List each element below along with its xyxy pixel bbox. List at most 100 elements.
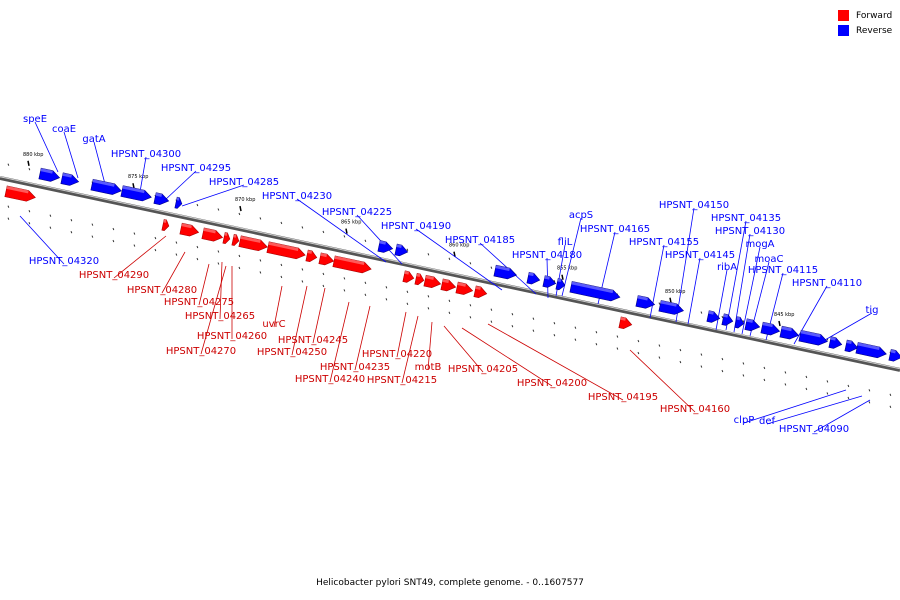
reverse-gene-arrow[interactable]	[377, 240, 394, 254]
reverse-gene-arrow[interactable]	[844, 339, 859, 353]
ruler-tick	[574, 338, 577, 341]
forward-gene-arrow[interactable]	[318, 252, 335, 267]
ruler-tick	[364, 293, 367, 297]
forward-gene-arrow[interactable]	[201, 227, 224, 243]
ruler-tick	[637, 351, 640, 355]
gene-label-hpsnt-04205: HPSNT_04205	[448, 364, 518, 375]
ruler-tick	[448, 311, 451, 314]
ruler-tick	[490, 320, 493, 323]
leader-line	[93, 141, 106, 185]
leader-line	[561, 217, 582, 297]
forward-gene-arrow[interactable]	[266, 241, 306, 261]
ruler-tick	[847, 384, 850, 388]
forward-gene-arrow[interactable]	[332, 255, 372, 275]
reverse-gene-arrow[interactable]	[828, 336, 843, 350]
ruler-tick	[826, 392, 829, 395]
leader-line	[63, 131, 79, 179]
forward-gene-arrow[interactable]	[618, 316, 633, 330]
forward-gene-arrow[interactable]	[455, 281, 474, 296]
leader-line	[296, 198, 387, 263]
forward-gene-arrow[interactable]	[4, 185, 37, 203]
ruler-tick	[595, 330, 598, 334]
ruler-tick	[553, 321, 556, 325]
leader-line	[687, 257, 701, 325]
forward-gene-arrow[interactable]	[238, 235, 269, 253]
gene-label-def: def	[759, 416, 776, 427]
reverse-gene-arrow[interactable]	[779, 325, 800, 341]
leader-line	[139, 156, 147, 193]
reverse-gene-arrow[interactable]	[153, 192, 170, 207]
reverse-gene-arrow[interactable]	[635, 295, 656, 310]
ruler-tick	[133, 244, 136, 247]
reverse-gene-arrow[interactable]	[394, 243, 409, 257]
ruler-tick	[532, 317, 535, 320]
reverse-gene-arrow[interactable]	[888, 349, 900, 362]
leader-line	[461, 327, 553, 387]
scale-label: 875 kbp	[128, 174, 148, 180]
legend-item-forward: Forward	[838, 8, 892, 23]
reverse-gene-arrow[interactable]	[493, 264, 518, 280]
scale-major-tick	[132, 183, 135, 189]
ruler-tick	[511, 325, 514, 328]
reverse-gene-arrow[interactable]	[721, 313, 734, 327]
reverse-gene-arrow[interactable]	[526, 271, 541, 285]
gene-label-moac: moaC	[755, 254, 784, 265]
forward-gene-arrow[interactable]	[231, 233, 240, 246]
leader-line	[164, 170, 197, 201]
ruler-tick	[469, 262, 472, 265]
leader-line	[198, 263, 210, 306]
ruler-tick	[238, 266, 241, 270]
forward-gene-arrow[interactable]	[222, 232, 231, 244]
reverse-gene-arrow[interactable]	[744, 318, 761, 333]
leader-line	[401, 315, 419, 384]
forward-gene-arrow[interactable]	[423, 274, 442, 289]
reverse-gene-arrow[interactable]	[760, 321, 781, 337]
forward-gene-arrow[interactable]	[161, 219, 170, 231]
forward-gene-arrow[interactable]	[440, 278, 457, 293]
gene-label-hpsnt-04285: HPSNT_04285	[209, 177, 279, 188]
ruler-tick	[217, 208, 220, 211]
ruler-tick	[28, 168, 31, 171]
reverse-gene-arrow[interactable]	[855, 342, 888, 359]
gene-label-coae: coaE	[52, 124, 76, 135]
ruler-tick	[448, 299, 451, 302]
gene-label-hpsnt-04150: HPSNT_04150	[659, 200, 729, 211]
forward-gene-arrow[interactable]	[305, 249, 318, 263]
legend: Forward Reverse	[838, 8, 892, 38]
reverse-gene-arrow[interactable]	[555, 278, 566, 291]
forward-gene-arrow[interactable]	[414, 272, 425, 286]
ruler-tick	[91, 235, 94, 238]
forward-gene-arrow[interactable]	[402, 270, 415, 284]
ruler-tick	[406, 302, 409, 305]
reverse-gene-arrow[interactable]	[569, 281, 621, 302]
ruler-tick	[553, 333, 556, 337]
leader-line	[715, 269, 728, 331]
ruler-tick	[322, 284, 325, 288]
gene-label-gata: gatA	[82, 134, 105, 145]
reverse-gene-arrow[interactable]	[120, 185, 153, 203]
ruler-tick	[574, 326, 577, 329]
reverse-gene-arrow[interactable]	[60, 172, 80, 187]
ruler-tick	[217, 262, 220, 265]
gene-label-hpsnt-04185: HPSNT_04185	[445, 235, 515, 246]
reverse-gene-arrow[interactable]	[38, 167, 61, 183]
ruler-tick	[889, 393, 892, 397]
reverse-gene-arrow[interactable]	[90, 178, 123, 196]
leader-line	[741, 246, 761, 335]
forward-gene-arrow[interactable]	[473, 285, 488, 299]
reverse-gene-arrow[interactable]	[706, 310, 721, 324]
reverse-gene-arrow[interactable]	[542, 275, 557, 289]
scale-label: 860 kbp	[449, 243, 469, 249]
ruler-tick	[805, 375, 808, 379]
forward-gene-arrow[interactable]	[179, 222, 200, 238]
reverse-gene-arrow[interactable]	[174, 196, 183, 209]
reverse-gene-arrow[interactable]	[658, 300, 685, 316]
gene-label-tig: tig	[865, 305, 878, 316]
ruler-tick	[364, 281, 367, 285]
ruler-tick	[301, 268, 304, 271]
reverse-gene-arrow[interactable]	[798, 329, 829, 347]
ruler-tick	[427, 295, 430, 298]
reverse-gene-arrow[interactable]	[734, 316, 745, 329]
leader-line	[200, 265, 227, 355]
